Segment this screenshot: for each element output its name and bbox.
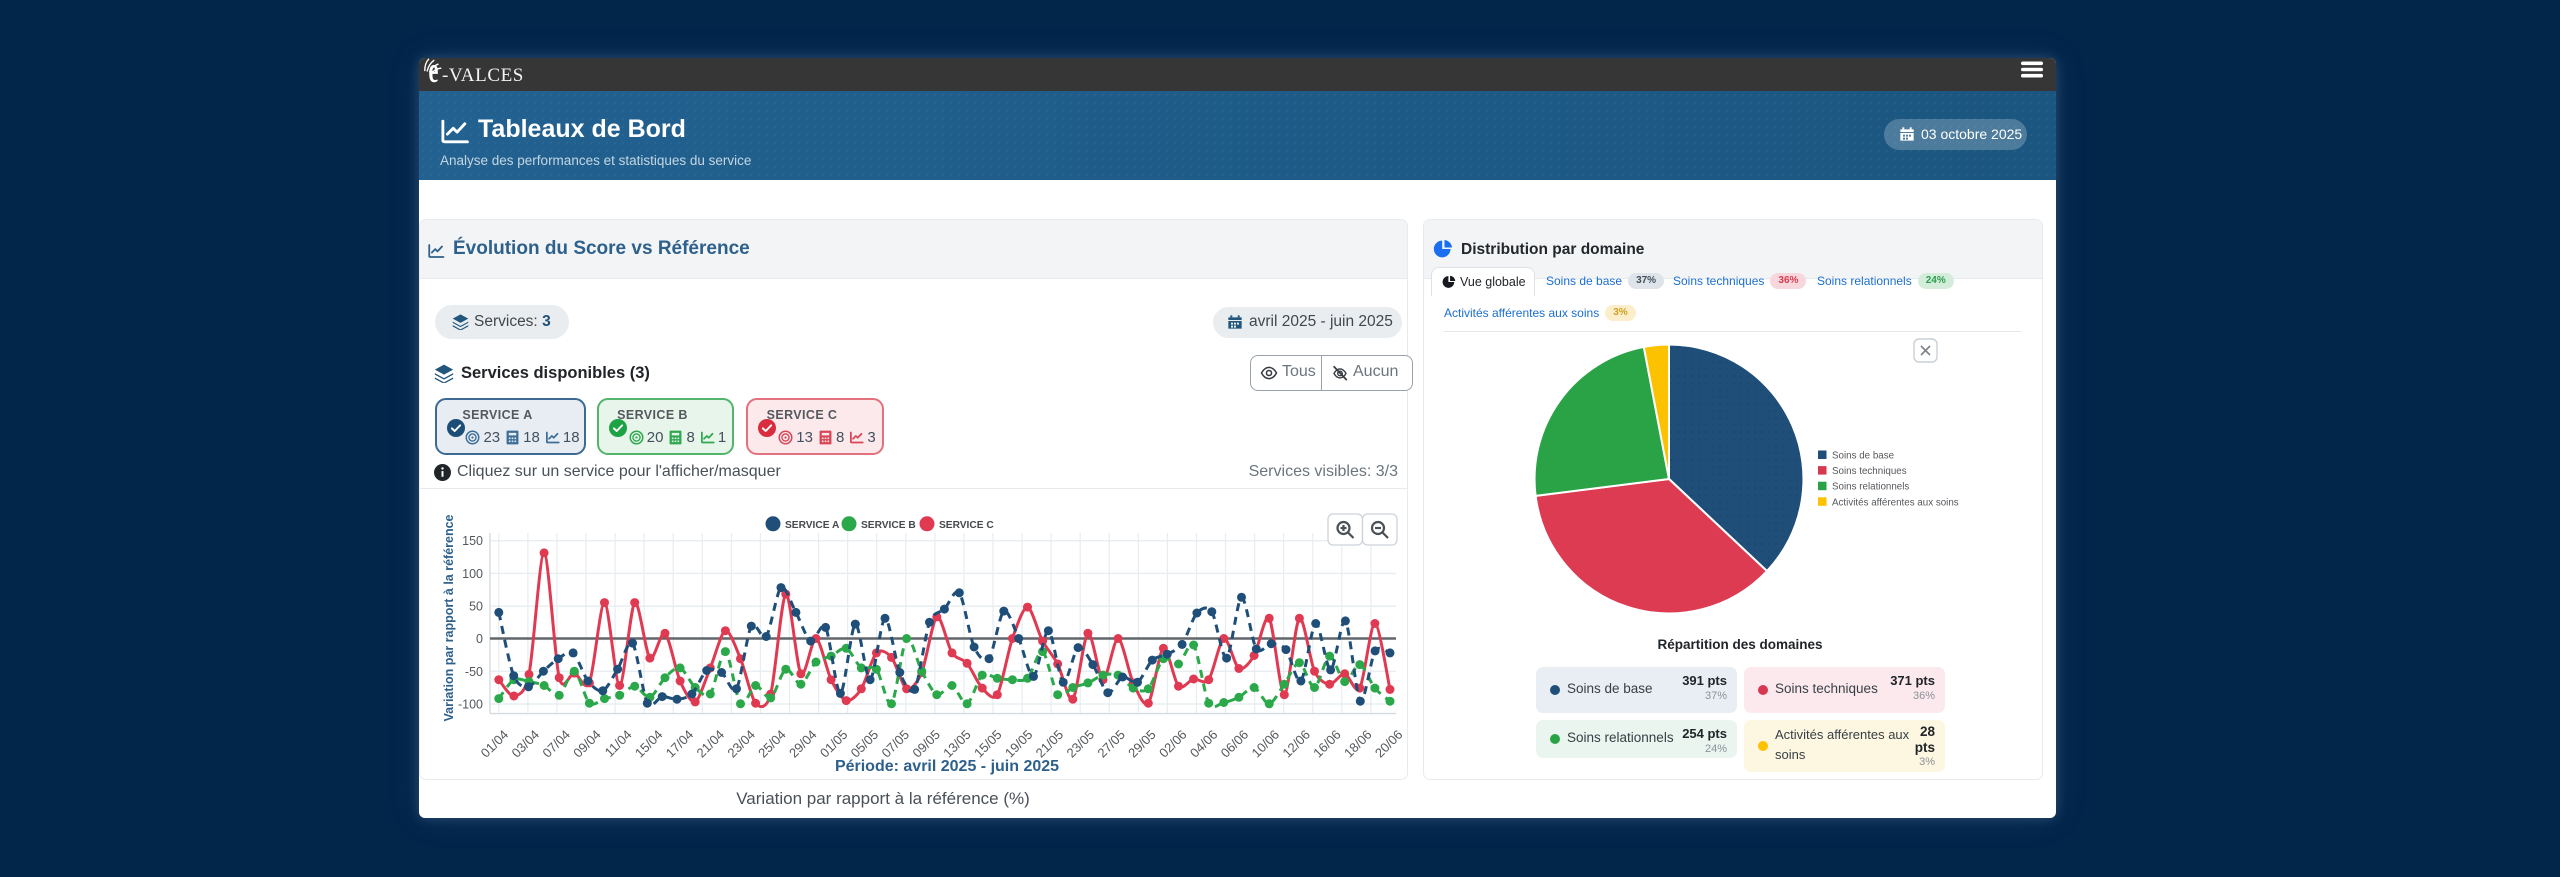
- svg-text:15/04: 15/04: [632, 727, 666, 761]
- svg-text:e: e: [429, 58, 439, 90]
- svg-text:Répartition des domaines: Répartition des domaines: [1657, 637, 1822, 652]
- svg-text:-100: -100: [458, 698, 483, 712]
- svg-text:Soins relationnels: Soins relationnels: [1832, 482, 1909, 493]
- svg-text:10/06: 10/06: [1249, 727, 1283, 761]
- svg-text:13/05: 13/05: [940, 727, 974, 761]
- svg-text:23/05: 23/05: [1064, 727, 1098, 761]
- svg-text:19/05: 19/05: [1002, 727, 1036, 761]
- svg-text:21/04: 21/04: [693, 727, 727, 761]
- svg-text:02/06: 02/06: [1156, 727, 1190, 761]
- svg-text:11/04: 11/04: [602, 727, 635, 760]
- svg-text:03/04: 03/04: [508, 727, 542, 761]
- svg-text:-VALCES: -VALCES: [442, 65, 524, 86]
- svg-text:12/06: 12/06: [1279, 727, 1313, 761]
- svg-text:18/06: 18/06: [1341, 727, 1375, 761]
- svg-text:21/05: 21/05: [1033, 727, 1067, 761]
- svg-text:27/05: 27/05: [1094, 727, 1128, 761]
- svg-text:0: 0: [476, 632, 483, 646]
- svg-text:09/04: 09/04: [570, 727, 604, 761]
- svg-text:01/05: 01/05: [817, 727, 851, 761]
- svg-text:50: 50: [469, 600, 483, 614]
- svg-text:-50: -50: [465, 665, 483, 679]
- svg-text:100: 100: [462, 567, 483, 581]
- svg-text:17/04: 17/04: [663, 727, 697, 761]
- svg-text:29/05: 29/05: [1125, 727, 1159, 761]
- svg-text:29/04: 29/04: [786, 727, 820, 761]
- svg-text:Soins techniques: Soins techniques: [1832, 466, 1907, 477]
- svg-text:Soins de base: Soins de base: [1832, 451, 1895, 462]
- svg-text:05/05: 05/05: [848, 727, 882, 761]
- svg-text:150: 150: [462, 534, 483, 548]
- svg-text:16/06: 16/06: [1310, 727, 1344, 761]
- svg-text:15/05: 15/05: [971, 727, 1005, 761]
- svg-text:SERVICE A: SERVICE A: [785, 520, 840, 531]
- svg-text:06/06: 06/06: [1218, 727, 1252, 761]
- svg-text:20/06: 20/06: [1372, 727, 1406, 761]
- svg-text:09/05: 09/05: [909, 727, 943, 761]
- svg-text:Période: avril 2025 - juin 202: Période: avril 2025 - juin 2025: [835, 758, 1059, 775]
- svg-text:04/06: 04/06: [1187, 727, 1221, 761]
- svg-text:SERVICE C: SERVICE C: [939, 520, 994, 531]
- svg-text:01/04: 01/04: [478, 727, 512, 761]
- svg-text:SERVICE B: SERVICE B: [861, 520, 916, 531]
- svg-text:07/05: 07/05: [878, 727, 912, 761]
- svg-text:25/04: 25/04: [755, 727, 789, 761]
- svg-text:Activités afférentes aux soins: Activités afférentes aux soins: [1832, 497, 1959, 508]
- svg-text:23/04: 23/04: [724, 727, 758, 761]
- svg-text:07/04: 07/04: [539, 727, 573, 761]
